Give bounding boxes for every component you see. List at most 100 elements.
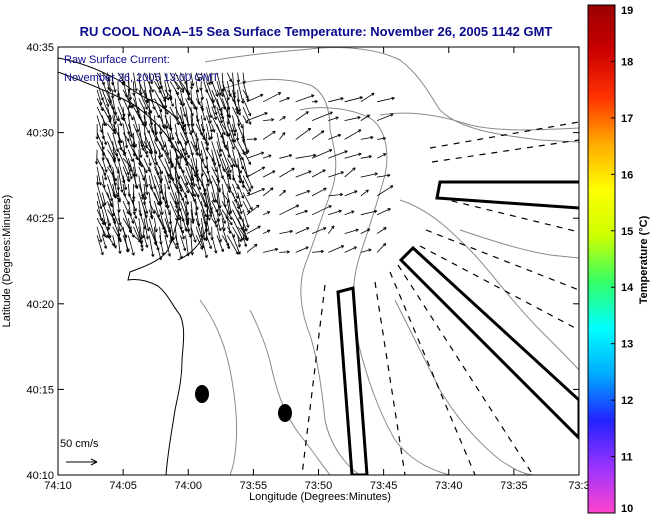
current-vector: [143, 149, 149, 158]
current-vector: [328, 97, 344, 103]
current-vector: [221, 89, 231, 110]
current-vector: [211, 235, 218, 254]
current-vector: [226, 175, 232, 191]
current-vector: [242, 218, 246, 234]
current-vector: [174, 218, 184, 234]
dashed-lines: [301, 121, 579, 475]
current-vector: [235, 132, 240, 141]
current-label-2: November 26, 2005 13:00 GMT: [64, 72, 219, 84]
current-vector: [180, 209, 188, 232]
current-vector: [138, 132, 148, 155]
current-vector: [147, 98, 151, 116]
current-vector: [328, 133, 342, 140]
current-vector: [112, 235, 117, 249]
current-vector: [159, 72, 164, 90]
survey-boxes: [336, 180, 579, 475]
current-vector: [195, 81, 200, 93]
current-vector: [117, 158, 126, 184]
current-vector: [148, 192, 154, 220]
current-vector: [117, 166, 124, 193]
current-vector: [242, 192, 253, 211]
current-vector: [127, 183, 132, 198]
current-vector: [246, 151, 265, 159]
colorbar-tick-label: 17: [621, 113, 633, 125]
current-vector: [164, 183, 168, 204]
current-vector: [242, 72, 246, 84]
current-vector: [112, 98, 118, 116]
station-marker: [195, 385, 209, 403]
current-vector: [344, 190, 358, 197]
current-vector: [210, 226, 214, 241]
current-vector: [94, 149, 99, 165]
current-vector: [169, 115, 173, 132]
current-vector: [279, 132, 286, 140]
scale-label: 50 cm/s: [60, 438, 99, 450]
current-vector: [190, 141, 199, 156]
current-vector: [180, 149, 189, 167]
current-vector: [195, 115, 204, 136]
current-vector: [242, 175, 252, 192]
current-vector: [216, 89, 226, 110]
current-vector: [96, 158, 107, 176]
current-vector: [127, 158, 135, 177]
current-vector: [246, 243, 258, 253]
current-vector: [327, 225, 335, 234]
current-vector: [226, 218, 232, 234]
current-vector: [180, 132, 188, 146]
current-vector: [174, 183, 184, 202]
current-vector: [246, 93, 264, 103]
station-markers: [195, 385, 292, 422]
current-vectors: [94, 72, 395, 261]
current-vector: [263, 247, 279, 253]
current-vector: [360, 189, 369, 197]
current-vector: [122, 123, 129, 149]
current-vector: [96, 106, 107, 127]
colorbar-tick-label: 13: [621, 339, 633, 351]
current-vector: [185, 98, 194, 117]
current-vector: [184, 123, 188, 135]
current-vector: [195, 209, 201, 227]
current-vector: [101, 158, 108, 173]
current-vector: [117, 123, 122, 144]
current-vector: [148, 141, 154, 155]
current-vector: [164, 141, 170, 156]
current-vector: [180, 166, 189, 186]
current-vector: [112, 141, 117, 161]
current-vector: [216, 149, 226, 172]
current-vector: [210, 72, 214, 85]
current-vector: [200, 235, 208, 259]
current-vector: [205, 132, 209, 151]
current-vector: [174, 226, 179, 246]
current-vector: [116, 175, 121, 191]
current-vector: [221, 200, 233, 220]
current-vector: [107, 72, 113, 92]
survey-box-diagonal: [398, 245, 579, 441]
current-vector: [344, 210, 355, 216]
current-vector: [311, 111, 333, 121]
current-vector: [138, 209, 147, 230]
x-tick-label: 73:35: [500, 480, 528, 492]
current-vector: [159, 141, 171, 165]
current-vector: [185, 183, 196, 202]
current-vector: [237, 235, 241, 248]
current-vector: [164, 123, 172, 142]
current-vector: [295, 209, 308, 216]
current-vector: [246, 188, 265, 197]
current-vector: [216, 141, 222, 157]
current-vector: [101, 209, 107, 226]
colorbar-tick-label: 14: [621, 282, 634, 294]
current-vector: [164, 81, 170, 101]
current-vector: [195, 226, 205, 249]
current-vector: [117, 98, 126, 117]
current-vector: [295, 170, 312, 178]
current-vector: [195, 183, 207, 208]
current-vector: [211, 141, 221, 168]
current-vector: [127, 235, 135, 256]
current-vector: [195, 141, 199, 151]
current-vector: [159, 98, 169, 115]
current-vector: [262, 92, 282, 103]
current-vector: [107, 132, 119, 157]
x-tick-label: 74:00: [174, 480, 202, 492]
current-vector: [148, 72, 154, 85]
current-vector: [206, 89, 216, 109]
